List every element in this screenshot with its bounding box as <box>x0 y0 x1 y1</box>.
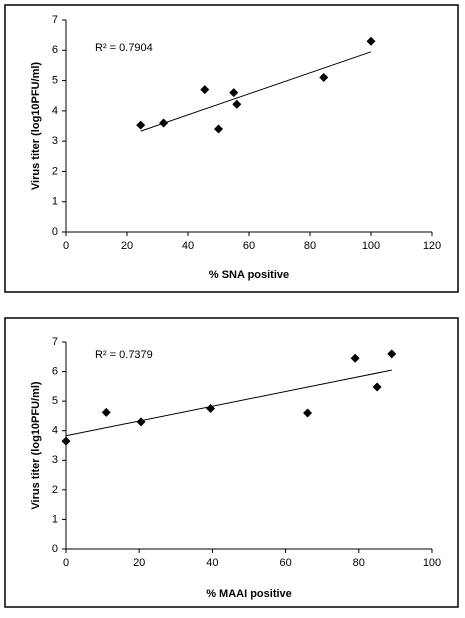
data-point <box>200 85 210 95</box>
x-tick-label: 60 <box>279 557 291 569</box>
y-tick-label: 4 <box>52 105 58 117</box>
y-tick-label: 6 <box>52 365 58 377</box>
data-point <box>350 353 360 363</box>
x-tick-label: 20 <box>121 240 133 252</box>
data-point <box>232 99 242 109</box>
x-tick-label: 0 <box>63 557 69 569</box>
y-tick-label: 2 <box>52 484 58 496</box>
y-tick-label: 5 <box>52 74 58 86</box>
data-point <box>319 73 329 83</box>
r-squared-annotation: R² = 0.7379 <box>95 349 153 361</box>
y-tick-label: 1 <box>52 513 58 525</box>
data-point <box>229 88 239 98</box>
x-axis-title: % SNA positive <box>209 269 289 281</box>
y-tick-label: 5 <box>52 395 58 407</box>
chart-frame <box>4 4 459 293</box>
x-tick-label: 80 <box>353 557 365 569</box>
data-point <box>387 349 397 359</box>
x-tick-label: 20 <box>133 557 145 569</box>
y-tick-label: 3 <box>52 135 58 147</box>
trendline <box>65 369 392 437</box>
y-tick-label: 3 <box>52 454 58 466</box>
x-tick-label: 80 <box>304 240 316 252</box>
x-tick-label: 40 <box>206 557 218 569</box>
data-point <box>214 124 223 134</box>
data-point <box>372 382 382 392</box>
data-point <box>136 120 146 130</box>
x-tick-label: 120 <box>423 240 441 252</box>
data-point <box>61 436 71 446</box>
data-point <box>159 118 169 128</box>
y-tick-label: 7 <box>52 336 58 348</box>
r-squared-annotation: R² = 0.7904 <box>95 42 153 54</box>
chart-frame <box>4 317 459 608</box>
data-point <box>366 36 376 46</box>
data-point <box>206 404 216 414</box>
data-point <box>136 417 146 427</box>
trendline <box>140 51 372 132</box>
x-axis-title: % MAAI positive <box>206 588 292 600</box>
y-tick-label: 7 <box>52 14 58 26</box>
x-tick-label: 0 <box>63 240 69 252</box>
y-axis-title: Virus titer (log10PFU/ml) <box>30 381 42 509</box>
y-tick-label: 1 <box>52 196 58 208</box>
x-tick-label: 40 <box>182 240 194 252</box>
data-point <box>303 408 313 418</box>
data-point <box>101 407 111 417</box>
y-tick-label: 0 <box>52 226 58 238</box>
y-tick-label: 4 <box>52 425 58 437</box>
x-tick-label: 60 <box>243 240 255 252</box>
x-tick-label: 100 <box>423 557 441 569</box>
y-tick-label: 0 <box>52 543 58 555</box>
y-tick-label: 6 <box>52 44 58 56</box>
x-tick-label: 100 <box>362 240 380 252</box>
y-axis-title: Virus titer (log10PFU/ml) <box>30 62 42 190</box>
y-tick-label: 2 <box>52 165 58 177</box>
